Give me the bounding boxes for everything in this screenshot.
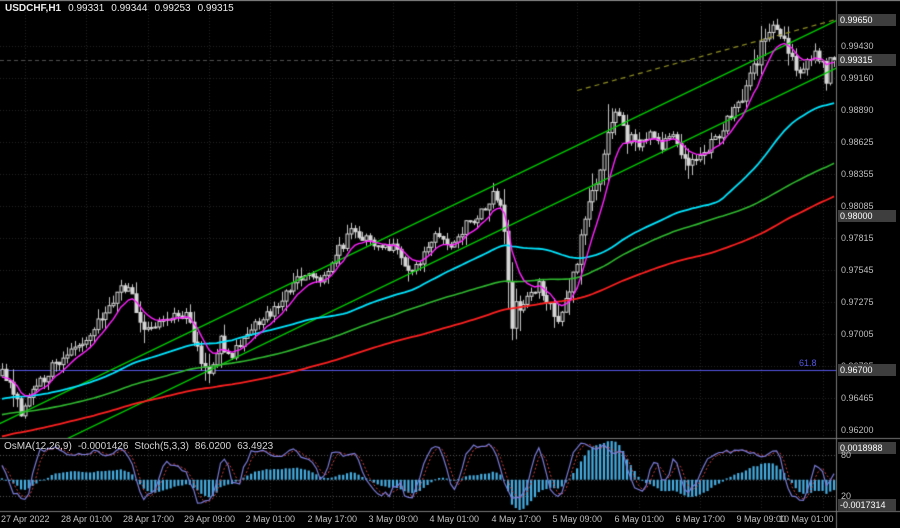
price-level-box-current-price: 0.99315 [838, 54, 896, 66]
price-tick-label: 0.98890 [841, 105, 874, 115]
price-tick-label: 0.98625 [841, 137, 874, 147]
price-tick-label: 0.97815 [841, 233, 874, 243]
time-tick-label: 2 May 01:00 [245, 514, 296, 524]
fib-level-label: 61.8 [799, 358, 817, 368]
price-tick-label: 0.98355 [841, 169, 874, 179]
time-tick-label: 29 Apr 09:00 [184, 514, 236, 524]
time-tick-label: 9 May 09:00 [736, 514, 787, 524]
stoch-k-value: 86.0200 [194, 441, 232, 452]
stoch-level-80-label: 80 [841, 450, 852, 460]
indicator-header: OsMA(12,26,9) -0.0001426 Stoch(5,3,3) 86… [4, 441, 273, 452]
stoch-d-value: 63.4923 [237, 441, 274, 452]
price-scale[interactable]: 0.99430 0.99160 0.98890 0.98625 0.98355 0.980… [838, 0, 900, 528]
price-tick-label: 0.98085 [841, 201, 874, 211]
close-value: 0.99315 [197, 3, 234, 14]
price-tick-label: 0.99430 [841, 41, 874, 51]
time-tick-label: 5 May 09:00 [552, 514, 603, 524]
open-value: 0.99331 [68, 3, 105, 14]
osma-value: -0.0001426 [77, 441, 129, 452]
symbol-timeframe-label: USDCHF,H1 [5, 3, 62, 14]
high-value: 0.99344 [111, 3, 148, 14]
price-level-box-round-level: 0.98000 [838, 210, 896, 222]
stoch-level-20-label: 20 [841, 491, 852, 501]
time-tick-label: 4 May 17:00 [491, 514, 542, 524]
osma-label: OsMA(12,26,9) [4, 441, 72, 452]
time-tick-label: 28 Apr 17:00 [123, 514, 175, 524]
price-tick-label: 0.96200 [841, 425, 874, 435]
low-value: 0.99253 [154, 3, 191, 14]
time-tick-label: 6 May 17:00 [675, 514, 726, 524]
osma-min-box: -0.0017314 [838, 499, 896, 511]
price-tick-label: 0.97275 [841, 297, 874, 307]
time-tick-label: 10 May 01:00 [779, 514, 834, 524]
time-scale[interactable]: 27 Apr 2022 28 Apr 01:00 28 Apr 17:00 29 Ap… [0, 514, 900, 528]
price-level-box-fib-level: 0.96700 [838, 364, 896, 376]
price-tick-label: 0.99160 [841, 73, 874, 83]
time-tick-label: 28 Apr 01:00 [61, 514, 113, 524]
time-tick-label: 4 May 01:00 [429, 514, 480, 524]
price-tick-label: 0.96465 [841, 393, 874, 403]
time-tick-label: 2 May 17:00 [307, 514, 358, 524]
stoch-label: Stoch(5,3,3) [134, 441, 189, 452]
price-tick-label: 0.97545 [841, 265, 874, 275]
time-tick-label: 3 May 09:00 [368, 514, 419, 524]
price-level-box-channel-level: 0.99650 [838, 14, 896, 26]
price-tick-label: 0.97005 [841, 329, 874, 339]
time-tick-label: 27 Apr 2022 [1, 514, 50, 524]
time-tick-label: 6 May 01:00 [614, 514, 665, 524]
osma-max-box: 0.0018988 [838, 442, 896, 454]
ohlc-header: USDCHF,H1 0.99331 0.99344 0.99253 0.9931… [5, 3, 234, 14]
